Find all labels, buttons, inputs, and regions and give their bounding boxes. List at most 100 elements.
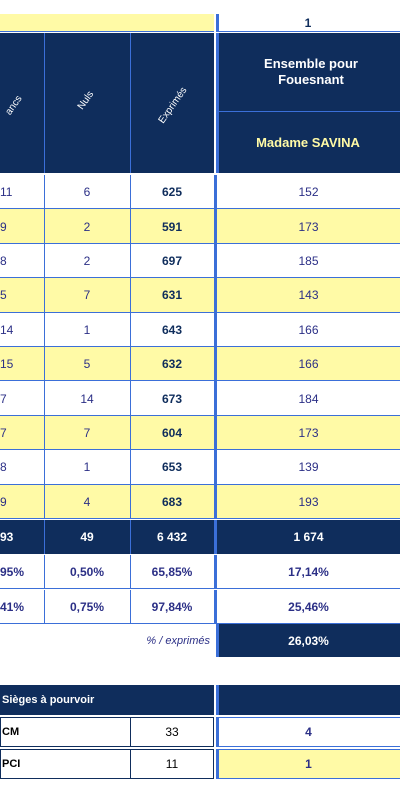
seat-value-cell: [216, 717, 400, 747]
total-savina: 1 674: [293, 530, 324, 544]
cell-exprimes: 643: [161, 322, 183, 337]
row-divider: [44, 484, 45, 519]
pct-votants-row: [0, 590, 400, 624]
seat-value: 1: [305, 757, 312, 771]
cell-nuls: 7: [83, 288, 91, 303]
pv-divider-c: [214, 590, 217, 624]
row-divider: [130, 347, 131, 382]
row-divider: [214, 209, 217, 244]
pi-exprimes: 65,85%: [151, 565, 193, 579]
pi-divider-a: [44, 555, 45, 589]
pv-divider-b: [130, 590, 131, 624]
cell-blancs: 11: [0, 185, 13, 200]
candidate-name: Madame SAVINA: [256, 134, 360, 150]
pi-divider-b: [130, 555, 131, 589]
row-divider: [214, 450, 217, 485]
cell-nuls: 14: [80, 391, 94, 406]
seat-label: PCI: [2, 758, 21, 770]
header-band-left: [0, 33, 214, 173]
cell-savina: 184: [298, 391, 319, 406]
cell-nuls: 2: [83, 253, 91, 268]
row-divider: [130, 209, 131, 244]
cell-nuls: 5: [83, 357, 91, 372]
cell-blancs: 7: [0, 391, 7, 406]
cell-exprimes: 591: [161, 219, 183, 234]
cell-blancs: 14: [0, 322, 14, 337]
row-divider: [214, 278, 217, 313]
seats-header-right: [216, 685, 400, 715]
row-divider: [44, 175, 45, 210]
pv-savina: 25,46%: [288, 600, 329, 614]
cell-exprimes: 653: [161, 460, 183, 475]
cell-exprimes: 673: [161, 391, 183, 406]
seat-total: 11: [165, 757, 179, 771]
pi-blancs: 95%: [0, 565, 25, 579]
seats-header: [0, 685, 214, 715]
pv-divider-a: [44, 590, 45, 624]
row-divider: [130, 278, 131, 313]
seat-label: CM: [2, 726, 20, 738]
seat-value: 4: [305, 725, 312, 739]
table-row: [0, 243, 400, 279]
cell-exprimes: 631: [161, 288, 183, 303]
row-divider: [44, 347, 45, 382]
cell-savina: 173: [298, 219, 319, 234]
cell-exprimes: 697: [161, 253, 183, 268]
cell-exprimes: 604: [161, 425, 183, 440]
header-divider-1: [44, 33, 45, 173]
row-divider: [44, 243, 45, 279]
cell-nuls: 2: [83, 219, 91, 234]
pct-exprimes-savina: 26,03%: [288, 633, 329, 648]
row-divider: [44, 415, 45, 451]
cell-blancs: 9: [0, 219, 7, 234]
header-band-right: [216, 33, 400, 173]
header-divider-2: [130, 33, 131, 173]
cell-savina: 143: [298, 288, 319, 303]
cell-exprimes: 625: [161, 185, 183, 200]
table-row: [0, 450, 400, 485]
cell-exprimes: 632: [161, 357, 183, 372]
cell-nuls: 4: [83, 494, 91, 509]
cell-savina: 166: [298, 322, 319, 337]
cell-exprimes: 683: [161, 494, 183, 509]
row-divider: [130, 243, 131, 279]
row-divider: [214, 415, 217, 451]
seat-value-cell: [216, 749, 400, 779]
table-row: [0, 312, 400, 347]
seat-total: 33: [165, 725, 179, 739]
table-row: [0, 175, 400, 210]
cell-blancs: 9: [0, 494, 7, 509]
row-divider: [214, 175, 217, 210]
pct-exprimes-cell: [216, 624, 400, 657]
pv-blancs: 41%: [0, 600, 25, 614]
header-split: [216, 111, 400, 112]
row-divider: [44, 450, 45, 485]
table-row: [0, 484, 400, 519]
row-divider: [130, 381, 131, 416]
cell-blancs: 8: [0, 460, 7, 475]
row-divider: [214, 347, 217, 382]
total-blancs: 93: [0, 530, 14, 544]
pct-inscrits-row: [0, 555, 400, 589]
seat-row: [0, 717, 214, 747]
cell-savina: 185: [298, 253, 319, 268]
seat-row: [0, 749, 214, 779]
row-divider: [130, 415, 131, 451]
row-divider: [130, 312, 131, 347]
row-divider: [130, 175, 131, 210]
table-row: [0, 278, 400, 313]
totals-row: [0, 520, 400, 554]
row-divider: [130, 450, 131, 485]
cell-blancs: 8: [0, 253, 7, 268]
table-row: [0, 209, 400, 244]
cell-blancs: 5: [0, 288, 7, 303]
column-number: 1: [304, 16, 312, 30]
table-row: [0, 381, 400, 416]
cell-nuls: 1: [83, 322, 91, 337]
row-divider: [44, 278, 45, 313]
total-exprimes: 6 432: [156, 530, 188, 544]
cell-blancs: 15: [0, 357, 14, 372]
row-divider: [214, 381, 217, 416]
row-divider: [214, 484, 217, 519]
cell-nuls: 7: [83, 425, 91, 440]
